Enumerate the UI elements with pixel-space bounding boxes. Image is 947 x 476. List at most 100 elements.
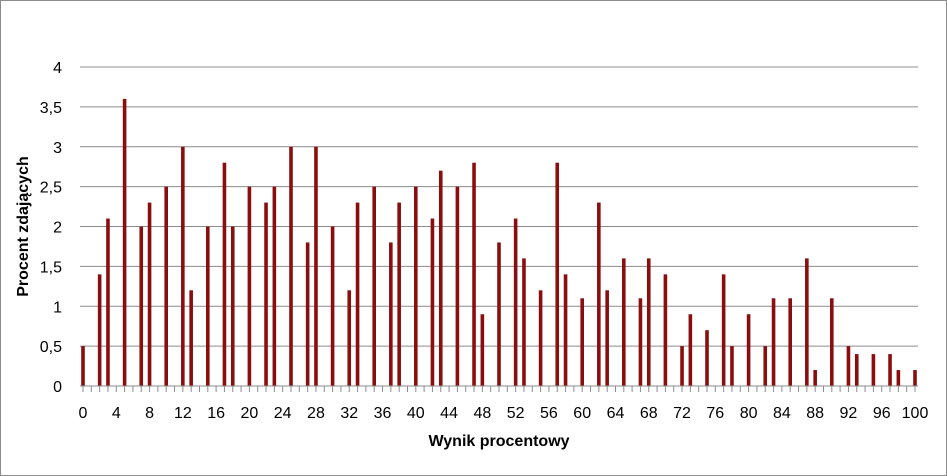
bar <box>264 202 268 386</box>
bar <box>830 298 834 386</box>
x-tick-label: 100 <box>902 405 929 422</box>
bar <box>705 330 709 386</box>
bar <box>355 202 360 386</box>
bar <box>580 298 584 386</box>
bar <box>472 162 476 386</box>
bar <box>139 226 144 386</box>
x-tick-label: 64 <box>607 405 625 422</box>
bar <box>513 218 518 386</box>
x-tick-label: 20 <box>241 405 259 422</box>
bar <box>330 226 335 386</box>
bar <box>314 146 318 386</box>
bar <box>854 354 859 386</box>
bar <box>164 186 168 386</box>
bar <box>97 274 102 386</box>
bar <box>189 290 193 386</box>
x-tick-label: 0 <box>79 405 88 422</box>
bar <box>555 162 560 386</box>
x-tick-label: 12 <box>174 405 192 422</box>
bars <box>81 98 917 387</box>
y-tick-label: 2,5 <box>40 180 62 197</box>
bar <box>721 274 726 386</box>
bar <box>372 186 376 386</box>
bar <box>746 314 751 386</box>
bar <box>430 218 435 386</box>
x-axis-title: Wynik procentowy <box>428 433 569 450</box>
x-axis-line <box>80 385 918 392</box>
bar <box>181 146 185 386</box>
bar <box>289 146 293 386</box>
grid-lines <box>80 66 918 347</box>
x-tick-label: 44 <box>440 405 458 422</box>
x-tick-label: 68 <box>640 405 658 422</box>
bar <box>788 298 792 386</box>
x-tick-label: 8 <box>145 405 154 422</box>
bar <box>871 354 876 386</box>
bar <box>913 370 917 386</box>
bar <box>646 258 651 386</box>
x-tick-label: 48 <box>473 405 491 422</box>
y-axis-title: Procent zdających <box>15 156 32 297</box>
bar <box>455 186 460 386</box>
bar <box>438 170 443 386</box>
x-tick-label: 88 <box>806 405 824 422</box>
x-tick-label: 72 <box>673 405 691 422</box>
bar <box>480 314 485 386</box>
bar <box>597 202 601 386</box>
bar <box>222 162 227 386</box>
bar <box>538 290 543 386</box>
bar <box>896 370 901 386</box>
bar <box>846 346 851 386</box>
bar <box>813 370 817 386</box>
bar <box>688 314 693 386</box>
y-tick-label: 1 <box>53 299 62 316</box>
bar <box>247 186 252 386</box>
x-tick-label: 32 <box>340 405 358 422</box>
bar <box>122 98 127 387</box>
x-tick-labels: 0 4 8 12 16 20 24 28 32 36 40 44 48 52 56 60 64 68 72 76 80 8… <box>79 405 929 422</box>
x-tick-label: 96 <box>873 405 891 422</box>
x-tick-label: 84 <box>773 405 791 422</box>
x-tick-label: 76 <box>706 405 724 422</box>
x-tick-label: 56 <box>540 405 558 422</box>
bar <box>763 346 768 386</box>
bar <box>206 226 210 386</box>
bar <box>771 298 776 386</box>
x-tick-label: 40 <box>407 405 425 422</box>
bar <box>563 274 568 386</box>
y-tick-labels: 0 0,5 1 1,5 2 2,5 3 3,5 4 <box>40 60 62 396</box>
y-tick-label: 3,5 <box>40 100 62 117</box>
y-tick-label: 0 <box>53 379 62 396</box>
bar <box>347 290 352 386</box>
x-tick-label: 52 <box>507 405 525 422</box>
bar <box>147 202 152 386</box>
bar <box>106 218 110 386</box>
bar <box>497 242 501 386</box>
x-tick-label: 24 <box>274 405 292 422</box>
y-tick-label: 2 <box>53 220 62 237</box>
x-tick-label: 36 <box>374 405 392 422</box>
x-tick-label: 80 <box>740 405 758 422</box>
bar <box>522 258 526 386</box>
bar <box>397 202 401 386</box>
x-tick-label: 92 <box>840 405 858 422</box>
bar <box>730 346 734 386</box>
y-tick-label: 0,5 <box>40 339 62 356</box>
bar <box>805 258 809 386</box>
x-tick-label: 16 <box>207 405 225 422</box>
x-tick-label: 28 <box>307 405 325 422</box>
y-tick-label: 3 <box>53 140 62 157</box>
bar <box>389 242 393 386</box>
bar <box>81 346 85 386</box>
x-tick-label: 60 <box>573 405 591 422</box>
bar <box>663 274 668 386</box>
y-tick-label: 4 <box>53 60 62 77</box>
bar <box>680 346 684 386</box>
bar <box>605 290 609 386</box>
bar <box>414 186 418 386</box>
bar <box>638 298 643 386</box>
bar <box>622 258 626 386</box>
bar <box>305 242 310 386</box>
bar <box>272 186 277 386</box>
